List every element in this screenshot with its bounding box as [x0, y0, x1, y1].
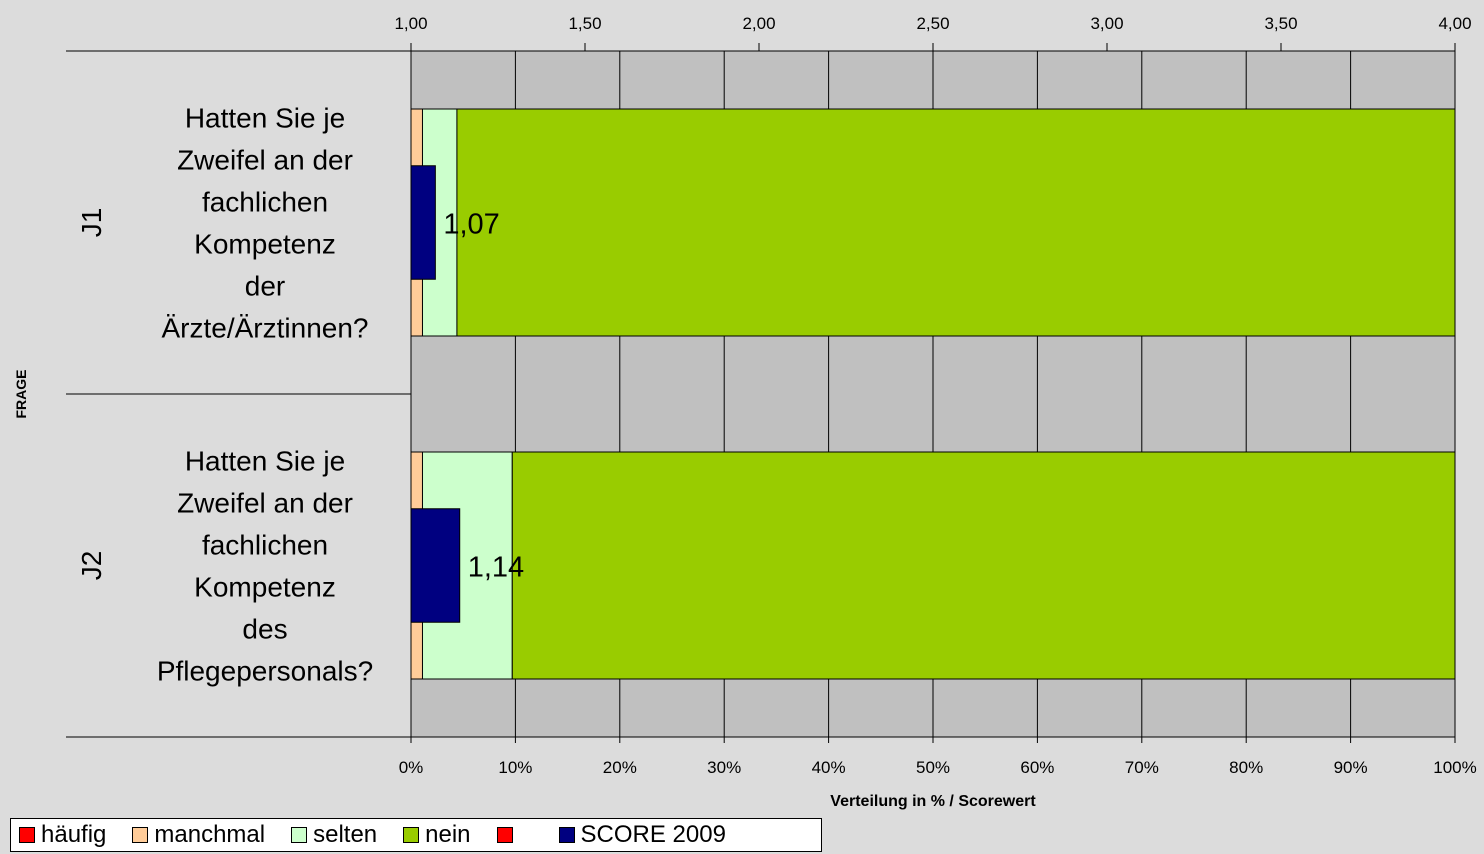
legend-label: SCORE 2009: [580, 821, 726, 848]
x-tick-label-bottom: 50%: [916, 758, 950, 777]
legend-item: SCORE 2009: [558, 821, 726, 849]
bar-segment-nein: [456, 108, 1456, 337]
question-line: Kompetenz: [194, 572, 336, 603]
question-line: Kompetenz: [194, 229, 336, 260]
legend-swatch: [558, 827, 575, 843]
category-code: J1: [76, 208, 107, 238]
x-tick-label-bottom: 20%: [603, 758, 637, 777]
x-tick-label-bottom: 70%: [1125, 758, 1159, 777]
legend-swatch: [19, 827, 35, 843]
question-line: fachlichen: [202, 530, 328, 561]
legend-label: manchmal: [154, 821, 266, 848]
x-tick-label-top: 1,50: [568, 14, 601, 33]
x-tick-label-top: 2,50: [916, 14, 949, 33]
x-axis-title: Verteilung in % / Scorewert: [830, 793, 1036, 810]
question-line: des: [242, 614, 287, 645]
x-tick-label-top: 3,50: [1264, 14, 1297, 33]
legend-item: manchmal: [132, 821, 265, 849]
x-tick-label-bottom: 100%: [1433, 758, 1476, 777]
legend-item: nein: [403, 821, 471, 849]
x-tick-label-bottom: 0%: [399, 758, 424, 777]
score-bar: [410, 165, 436, 280]
legend-swatch: [403, 827, 420, 843]
question-line: fachlichen: [202, 187, 328, 218]
x-tick-label-bottom: 40%: [812, 758, 846, 777]
legend-swatch: [132, 827, 149, 843]
legend-swatch: [496, 827, 513, 843]
legend-label: selten: [313, 821, 378, 848]
x-tick-label-bottom: 10%: [498, 758, 532, 777]
question-line: der: [245, 271, 285, 302]
question-line: Pflegepersonals?: [157, 656, 373, 687]
question-line: Ärzte/Ärztinnen?: [162, 313, 369, 344]
legend-item: häufig: [19, 821, 106, 849]
score-label: 1,07: [443, 209, 499, 241]
legend: häufig manchmal selten nein SCORE 2009: [10, 818, 822, 852]
category-code: J2: [76, 551, 107, 581]
x-tick-label-bottom: 80%: [1229, 758, 1263, 777]
x-tick-label-bottom: 30%: [707, 758, 741, 777]
x-tick-label-top: 2,00: [742, 14, 775, 33]
legend-swatch: [291, 827, 308, 843]
x-tick-label-top: 4,00: [1438, 14, 1471, 33]
y-axis-title: FRAGE: [13, 370, 29, 419]
bar-segment-nein: [511, 451, 1456, 680]
question-line: Hatten Sie je: [185, 103, 345, 134]
question-line: Zweifel an der: [177, 488, 353, 519]
legend-label: häufig: [41, 821, 107, 848]
x-tick-label-bottom: 90%: [1334, 758, 1368, 777]
legend-label: nein: [425, 821, 471, 848]
question-line: Hatten Sie je: [185, 446, 345, 477]
question-line: Zweifel an der: [177, 145, 353, 176]
legend-item: selten: [291, 821, 377, 849]
x-tick-label-bottom: 60%: [1020, 758, 1054, 777]
x-tick-label-top: 1,00: [394, 14, 427, 33]
legend-item: [496, 827, 519, 843]
score-bar: [410, 508, 461, 623]
score-label: 1,14: [468, 552, 524, 584]
x-tick-label-top: 3,00: [1090, 14, 1123, 33]
